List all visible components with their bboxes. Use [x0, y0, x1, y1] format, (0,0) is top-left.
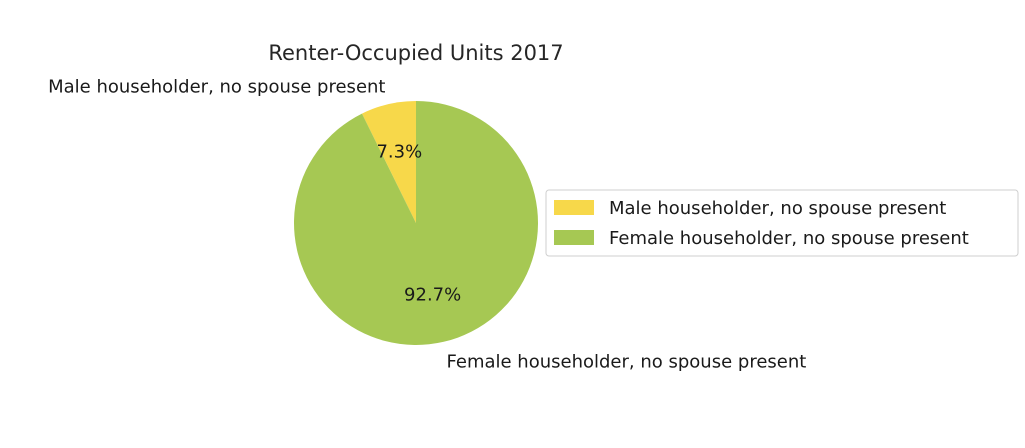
legend-swatch	[554, 230, 594, 245]
legend-frame	[545, 189, 1019, 257]
legend-items: Male householder, no spouse present Femal…	[554, 198, 969, 249]
legend: Male householder, no spouse present Femal…	[545, 189, 1019, 257]
pie-percent-labels: 7.3% 92.7%	[376, 142, 461, 306]
pie-percent-label: 7.3%	[376, 142, 422, 163]
pie-slice-male-householder	[361, 101, 416, 223]
pie-slices	[293, 101, 538, 345]
pie-slice-female-householder	[293, 101, 538, 345]
pie-percent-label: 92.7%	[404, 284, 461, 305]
pie-outer-label: Female householder, no spouse present	[447, 352, 807, 373]
legend-label: Female householder, no spouse present	[609, 228, 969, 249]
chart-title: Renter-Occupied Units 2017	[268, 41, 563, 65]
legend-label: Male householder, no spouse present	[609, 198, 946, 219]
pie-outer-labels: Male householder, no spouse present Femal…	[48, 76, 806, 372]
legend-swatch	[554, 200, 594, 215]
pie-outer-label: Male householder, no spouse present	[48, 76, 385, 97]
